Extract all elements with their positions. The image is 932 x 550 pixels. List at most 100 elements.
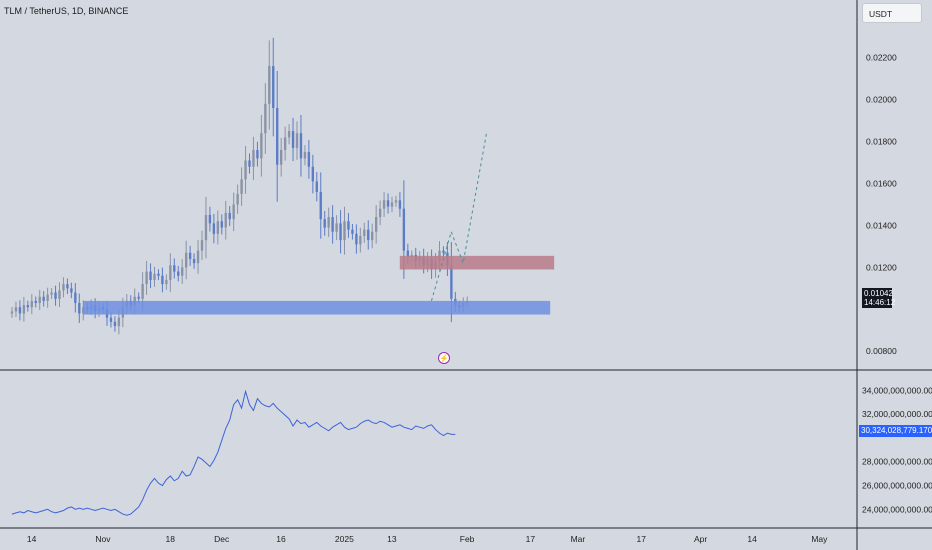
- time-tick-label: 13: [387, 534, 397, 544]
- candle-body: [200, 240, 204, 251]
- bar-countdown: 14:46:12: [864, 298, 896, 307]
- time-tick-label: 14: [27, 534, 37, 544]
- candle-body: [220, 221, 223, 228]
- candle-body: [359, 235, 362, 245]
- candle-body: [276, 108, 279, 165]
- candle-body: [137, 296, 140, 299]
- candle-body: [177, 271, 180, 276]
- demand-zone: [83, 300, 551, 315]
- candle-body: [291, 131, 295, 148]
- candle-body: [307, 152, 311, 167]
- zones-layer: [83, 131, 555, 315]
- candle-body: [355, 233, 358, 245]
- candle-body: [109, 317, 113, 322]
- candle-body: [228, 212, 231, 220]
- candle-body: [50, 292, 53, 295]
- candle-body: [117, 317, 121, 327]
- price-tick-label: 0.01600: [866, 179, 897, 189]
- candle-body: [268, 66, 271, 104]
- candle-body: [188, 252, 192, 259]
- indicator-tick-label: 28,000,000,000.00000: [862, 457, 932, 467]
- candle-body: [78, 303, 81, 314]
- candle-body: [38, 296, 41, 304]
- time-tick-label: Nov: [95, 534, 111, 544]
- candle-body: [323, 219, 326, 228]
- candle-body: [145, 271, 148, 285]
- candle-body: [398, 200, 402, 209]
- candle-body: [287, 131, 291, 138]
- indicator-tick-label: 26,000,000,000.00000: [862, 481, 932, 491]
- price-tick-label: 0.02200: [866, 53, 897, 63]
- candle-body: [161, 275, 164, 285]
- candle-body: [252, 149, 255, 167]
- candle-body: [382, 200, 386, 209]
- indicator-plot[interactable]: [11, 389, 456, 516]
- candle-body: [295, 133, 299, 148]
- candle-body: [212, 223, 216, 234]
- candle-body: [70, 288, 73, 293]
- candle-body: [299, 133, 303, 159]
- time-tick-label: 17: [637, 534, 647, 544]
- price-tick-label: 0.02000: [866, 95, 897, 105]
- indicator-tick-label: 34,000,000,000.00000: [862, 385, 932, 395]
- candle-body: [34, 300, 37, 304]
- candle-body: [22, 305, 26, 314]
- last-price-tag: 0.01042 14:46:12: [862, 288, 896, 308]
- candle-body: [141, 284, 144, 299]
- candle-body: [363, 229, 366, 236]
- candle-body: [236, 194, 239, 205]
- price-tick-label: 0.00800: [866, 346, 897, 356]
- candle-body: [264, 103, 267, 134]
- candle-body: [184, 252, 188, 268]
- time-tick-label: 14: [747, 534, 757, 544]
- time-tick-label: May: [811, 534, 828, 544]
- candle-body: [402, 208, 406, 251]
- time-tick-label: Apr: [694, 534, 707, 544]
- currency-button[interactable]: USDT: [862, 3, 922, 23]
- candle-body: [208, 214, 212, 224]
- candle-body: [26, 305, 30, 308]
- candle-body: [149, 271, 152, 280]
- indicator-line: [11, 389, 456, 516]
- candle-body: [311, 166, 315, 182]
- candle-body: [196, 250, 200, 264]
- candle-body: [442, 250, 445, 253]
- candle-body: [327, 217, 330, 228]
- candle-body: [303, 152, 307, 159]
- candle-body: [319, 191, 322, 220]
- candle-body: [343, 221, 346, 241]
- candle-body: [153, 273, 156, 280]
- candle-body: [386, 200, 390, 207]
- lightning-icon[interactable]: ⚡: [438, 352, 450, 364]
- candle-body: [240, 179, 243, 194]
- candle-body: [66, 284, 69, 289]
- candle-body: [248, 160, 251, 167]
- candle-body: [272, 66, 275, 109]
- candle-body: [390, 202, 394, 207]
- candle-body: [165, 279, 168, 285]
- indicator-last-value-tag: 30,324,028,779.17085: [859, 425, 932, 437]
- candle-body: [256, 149, 259, 159]
- candle-body: [232, 204, 235, 220]
- candle-body: [339, 223, 342, 241]
- candle-body: [260, 133, 263, 159]
- candle-body: [450, 265, 453, 299]
- candle-body: [30, 300, 33, 308]
- candle-body: [74, 292, 77, 304]
- candle-body: [157, 273, 160, 276]
- candle-body: [54, 292, 57, 299]
- candle-body: [378, 208, 382, 218]
- candle-body: [18, 307, 22, 314]
- last-price-value: 0.01042: [864, 289, 893, 298]
- candle-body: [224, 212, 227, 228]
- candle-body: [371, 231, 374, 241]
- candle-body: [374, 217, 378, 232]
- candle-body: [315, 181, 318, 192]
- time-tick-label: Mar: [571, 534, 586, 544]
- time-tick-label: Feb: [460, 534, 475, 544]
- candle-body: [283, 137, 287, 150]
- time-tick-label: Dec: [214, 534, 230, 544]
